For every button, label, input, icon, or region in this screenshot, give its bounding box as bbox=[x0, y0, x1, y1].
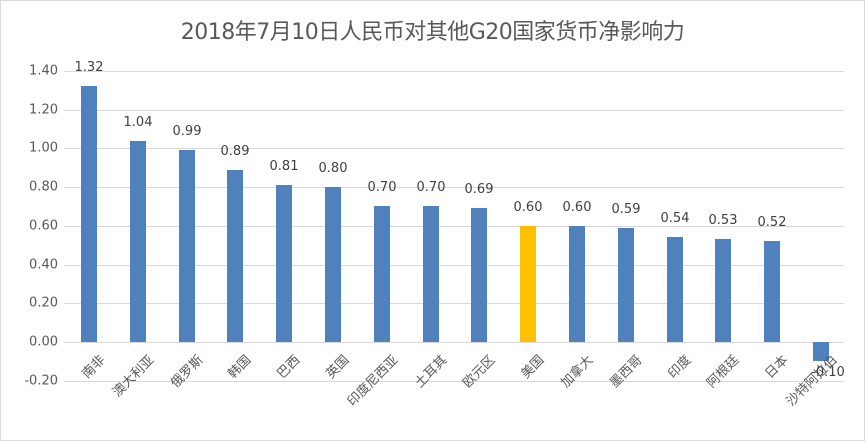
data-label: 0.89 bbox=[220, 143, 250, 159]
data-label: 0.60 bbox=[562, 199, 592, 215]
gridline bbox=[64, 187, 844, 188]
bar bbox=[179, 150, 195, 342]
data-label: 1.32 bbox=[74, 60, 104, 76]
x-category-label: 美国 bbox=[518, 352, 548, 382]
bar bbox=[569, 225, 585, 342]
bar bbox=[227, 169, 243, 342]
data-label: 1.04 bbox=[123, 114, 153, 130]
data-label: 0.59 bbox=[611, 201, 641, 217]
y-tick-label: 0.20 bbox=[29, 295, 58, 311]
gridline bbox=[64, 381, 844, 382]
gridline bbox=[64, 71, 844, 72]
bar bbox=[667, 237, 683, 342]
y-tick-label: 0.60 bbox=[29, 218, 58, 234]
x-category-label: 韩国 bbox=[225, 352, 255, 382]
bar bbox=[471, 208, 487, 342]
data-label: 0.52 bbox=[757, 215, 787, 231]
y-tick-label: 0.40 bbox=[29, 257, 58, 273]
data-label: 0.70 bbox=[367, 180, 397, 196]
gridline bbox=[64, 226, 844, 227]
data-label: 0.80 bbox=[318, 161, 348, 177]
x-category-label: 南非 bbox=[79, 352, 109, 382]
bar bbox=[130, 140, 146, 342]
x-category-label: 加拿大 bbox=[558, 352, 597, 392]
bar bbox=[276, 185, 292, 342]
x-category-label: 英国 bbox=[323, 352, 353, 382]
data-label: -0.10 bbox=[811, 365, 845, 381]
x-category-label: 土耳其 bbox=[412, 352, 451, 392]
gridline bbox=[64, 110, 844, 111]
y-tick-label: 1.20 bbox=[29, 102, 58, 118]
y-tick-label: 1.00 bbox=[29, 140, 58, 156]
data-label: 0.54 bbox=[660, 211, 690, 227]
x-category-label: 日本 bbox=[762, 352, 792, 382]
bar bbox=[764, 241, 780, 342]
x-category-label: 巴西 bbox=[274, 352, 304, 382]
bar bbox=[423, 206, 439, 342]
data-label: 0.99 bbox=[172, 124, 202, 140]
bar bbox=[374, 206, 390, 342]
data-label: 0.53 bbox=[708, 213, 738, 229]
bar bbox=[715, 239, 731, 342]
gridline bbox=[64, 148, 844, 149]
chart-title: 2018年7月10日人民币对其他G20国家货币净影响力 bbox=[180, 20, 685, 45]
bar bbox=[813, 342, 829, 362]
x-category-label: 墨西哥 bbox=[607, 352, 646, 392]
bar bbox=[618, 227, 634, 342]
bar bbox=[325, 187, 341, 342]
x-category-label: 澳大利亚 bbox=[110, 352, 158, 401]
bar bbox=[520, 225, 536, 342]
bar bbox=[81, 86, 97, 342]
x-category-label: 印度 bbox=[665, 352, 695, 382]
x-category-label: 阿根廷 bbox=[704, 352, 743, 392]
x-category-label: 欧元区 bbox=[460, 352, 499, 392]
y-tick-label: 0.00 bbox=[29, 334, 58, 350]
y-tick-label: 0.80 bbox=[29, 179, 58, 195]
x-category-label: 印度尼西亚 bbox=[344, 352, 402, 410]
y-tick-label: -0.20 bbox=[24, 373, 58, 389]
x-category-label: 俄罗斯 bbox=[168, 352, 207, 392]
gridline bbox=[64, 303, 844, 304]
data-label: 0.70 bbox=[416, 180, 446, 196]
gridline bbox=[64, 342, 844, 343]
data-label: 0.60 bbox=[513, 199, 543, 215]
y-tick-label: 1.40 bbox=[29, 63, 58, 79]
data-label: 0.81 bbox=[269, 159, 299, 175]
data-label: 0.69 bbox=[464, 182, 494, 198]
gridline bbox=[64, 265, 844, 266]
